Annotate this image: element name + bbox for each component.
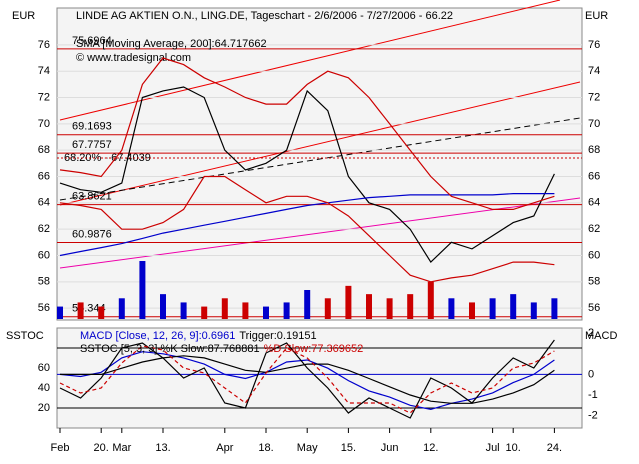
series-line <box>59 86 555 264</box>
y-label: EUR <box>12 10 35 22</box>
volume-bar <box>551 298 558 319</box>
series-line <box>59 57 555 210</box>
y2-label: MACD <box>585 330 617 342</box>
level-label: 60.9876 <box>72 228 112 240</box>
volume-bar <box>366 294 372 319</box>
x-tick-label: 18. <box>258 442 273 454</box>
y-tick-label: 70 <box>38 118 50 130</box>
y2-tick-label: 0 <box>588 368 594 380</box>
volume-bar <box>448 298 455 319</box>
x-tick-label: Mar <box>112 442 131 454</box>
x-tick-label: Feb <box>51 442 70 454</box>
x-tick-label: Jul <box>486 442 500 454</box>
volume-bar <box>283 302 290 319</box>
x-tick-label: 12. <box>423 442 438 454</box>
legend-name: SSTOC [5, 3, 3] %K Slow:87.768881 <box>80 343 260 355</box>
legend-name: Trigger:0.19151 <box>239 330 316 342</box>
level-label: 69.1693 <box>72 121 112 133</box>
y2-tick-label: 56 <box>588 302 600 314</box>
y-tick-label: 56 <box>38 302 50 314</box>
series-line <box>59 351 555 411</box>
y2-tick-label: 2 <box>588 327 594 339</box>
y2-tick-label: -2 <box>588 410 598 422</box>
volume-bar <box>180 302 187 319</box>
y-tick-label: 40 <box>38 382 50 394</box>
y-tick-label: 20 <box>38 402 50 414</box>
y-tick-label: 64 <box>38 197 50 209</box>
volume-bar <box>469 302 475 319</box>
annotation: © www.tradesignal.com <box>76 52 191 64</box>
indicator-panel <box>56 327 583 429</box>
volume-bar <box>57 306 63 319</box>
y-tick-label: 76 <box>38 39 50 51</box>
trend-line <box>59 0 561 121</box>
x-tick-label: May <box>297 442 318 454</box>
y2-tick-label: 70 <box>588 118 600 130</box>
y-tick-label: 60 <box>38 362 50 374</box>
y2-tick-label: 68 <box>588 144 600 156</box>
y2-tick-label: 62 <box>588 223 600 235</box>
trend-line <box>59 117 581 201</box>
volume-bar <box>221 298 228 319</box>
y2-tick-label: 66 <box>588 170 600 182</box>
volume-bar <box>77 302 84 319</box>
y-tick-label: 68 <box>38 144 50 156</box>
level-label: 67.7757 <box>72 139 112 151</box>
volume-bar <box>201 306 208 319</box>
series-line <box>59 193 555 257</box>
y2-tick-label: 64 <box>588 197 600 209</box>
y-tick-label: 72 <box>38 91 50 103</box>
level-label: 75.6964 <box>72 35 112 47</box>
series-line <box>59 345 555 414</box>
x-tick-label: 13. <box>155 442 170 454</box>
volume-bar <box>263 306 269 319</box>
legend-entry: SMA [Moving Average, 200]:64.717662 <box>76 38 267 50</box>
volume-bar <box>139 261 146 319</box>
series-line <box>59 339 555 419</box>
x-tick-label: 10. <box>506 442 521 454</box>
series-line <box>59 175 555 283</box>
x-tick-label: Jun <box>381 442 399 454</box>
volume-bar <box>427 281 434 319</box>
legend-entry: MACD [Close, 12, 26, 9]:0.6961 Trigger:0.… <box>80 330 317 342</box>
volume-bar <box>510 294 517 319</box>
volume-bar <box>386 298 393 319</box>
legend-name: %D Slow:77.369652 <box>264 343 364 355</box>
legend-name: MACD [Close, 12, 26, 9]:0.6961 <box>80 330 235 342</box>
y2-label: EUR <box>585 10 608 22</box>
x-tick-label: 24. <box>547 442 562 454</box>
volume-bar <box>324 298 331 319</box>
chart-title: LINDE AG AKTIEN O.N., LING.DE, Tageschar… <box>76 10 453 22</box>
y2-tick-label: -1 <box>588 389 598 401</box>
volume-bar <box>407 294 414 319</box>
y2-tick-label: 72 <box>588 91 600 103</box>
x-tick-label: Apr <box>216 442 233 454</box>
y-label: SSTOC <box>6 330 44 342</box>
x-tick-label: 20. <box>94 442 109 454</box>
y2-tick-label: 76 <box>588 39 600 51</box>
y-tick-label: 62 <box>38 223 50 235</box>
y2-tick-label: 60 <box>588 249 600 261</box>
volume-bar <box>345 285 352 319</box>
x-tick-label: 15. <box>341 442 356 454</box>
y2-tick-label: 74 <box>588 65 600 77</box>
volume-bar <box>242 302 249 319</box>
volume-bar <box>489 298 496 319</box>
volume-bar <box>304 290 311 319</box>
volume-bar <box>160 294 166 319</box>
y-tick-label: 60 <box>38 249 50 261</box>
level-label: 63.8621 <box>72 191 112 203</box>
trend-line <box>59 81 581 206</box>
legend-entry: SSTOC [5, 3, 3] %K Slow:87.768881 %D Slow… <box>80 343 363 355</box>
volume-bar <box>118 298 125 319</box>
y-tick-label: 58 <box>38 276 50 288</box>
y-tick-label: 66 <box>38 170 50 182</box>
volume-bar <box>530 302 537 319</box>
y-tick-label: 74 <box>38 65 50 77</box>
y2-tick-label: 58 <box>588 276 600 288</box>
volume-bar <box>98 306 105 319</box>
